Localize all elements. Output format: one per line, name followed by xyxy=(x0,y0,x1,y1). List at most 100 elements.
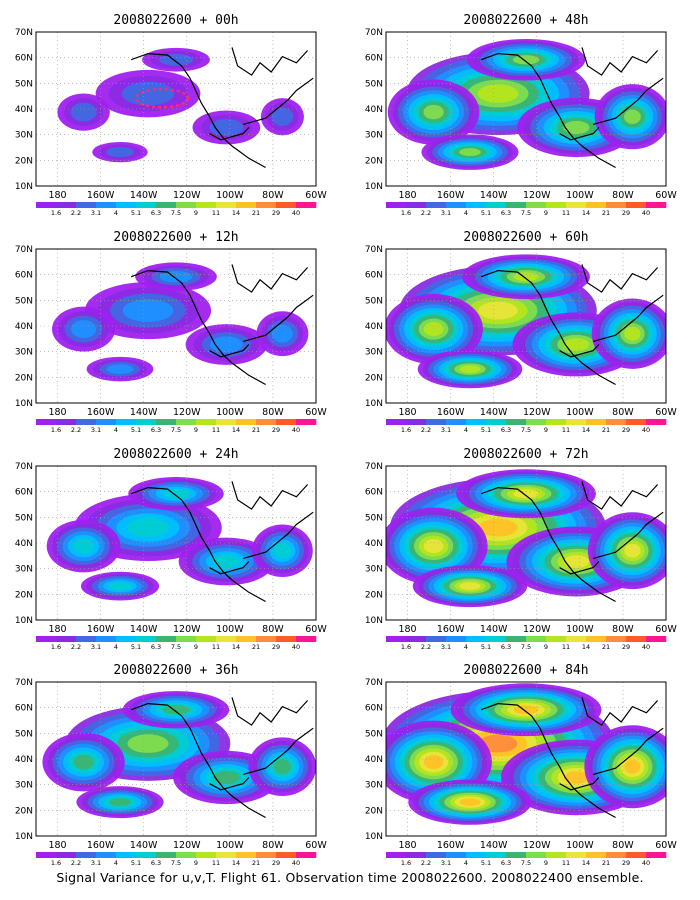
colorbar-label: 40 xyxy=(642,426,650,434)
x-tick-label: 120W xyxy=(173,624,201,635)
colorbar-swatch xyxy=(156,419,177,425)
x-tick-label: 100W xyxy=(216,624,244,635)
colorbar-swatch xyxy=(546,636,567,642)
colorbar-label: 40 xyxy=(292,859,300,867)
colorbar-label: 9 xyxy=(194,643,198,651)
colorbar-swatch xyxy=(486,419,507,425)
y-tick-label: 70N xyxy=(365,462,383,472)
colorbar-swatch xyxy=(466,202,487,208)
colorbar-swatch xyxy=(36,419,57,425)
colorbar-label: 3.1 xyxy=(441,209,451,217)
colorbar-label: 40 xyxy=(292,426,300,434)
coastline xyxy=(130,269,266,386)
colorbar-swatch xyxy=(116,852,137,858)
coastline xyxy=(130,52,266,169)
x-tick-label: 100W xyxy=(216,407,244,418)
x-tick-label: 80W xyxy=(612,624,634,635)
y-tick-label: 20N xyxy=(15,156,33,166)
colorbar-swatch xyxy=(546,419,567,425)
x-tick-label: 120W xyxy=(173,190,201,201)
y-tick-label: 50N xyxy=(15,513,33,523)
coastline xyxy=(559,127,600,141)
colorbar-label: 14 xyxy=(582,859,590,867)
colorbar-label: 14 xyxy=(582,209,590,217)
colorbar-label: 5.1 xyxy=(131,859,141,867)
y-tick-label: 40N xyxy=(15,755,33,765)
colorbar-swatch xyxy=(276,202,297,208)
colorbar-label: 1.6 xyxy=(51,643,61,651)
coastline xyxy=(559,561,600,575)
panel-title: 2008022600 + 60h xyxy=(463,230,588,245)
colorbar-swatch xyxy=(96,852,117,858)
y-tick-label: 40N xyxy=(15,105,33,115)
colorbar-swatch xyxy=(116,202,137,208)
coastline xyxy=(231,481,309,510)
colorbar-label: 2.2 xyxy=(71,859,81,867)
coastline xyxy=(480,269,616,386)
y-tick-label: 60N xyxy=(15,271,33,281)
colorbar-swatch xyxy=(486,852,507,858)
colorbar-swatch xyxy=(526,852,547,858)
x-tick-label: 140W xyxy=(480,190,508,201)
x-tick-label: 160W xyxy=(87,190,115,201)
colorbar-label: 29 xyxy=(622,209,630,217)
colorbar-label: 1.6 xyxy=(51,426,61,434)
variance-field xyxy=(36,682,316,836)
colorbar-label: 4 xyxy=(464,643,468,651)
colorbar-label: 9 xyxy=(194,426,198,434)
coastline xyxy=(231,697,309,726)
colorbar-swatch xyxy=(486,202,507,208)
colorbar-label: 6.3 xyxy=(151,209,161,217)
colorbar-swatch xyxy=(216,852,237,858)
colorbar-swatch xyxy=(566,852,587,858)
colorbar-swatch xyxy=(546,852,567,858)
colorbar-swatch xyxy=(216,202,237,208)
y-tick-label: 50N xyxy=(365,296,383,306)
colorbar-label: 7.5 xyxy=(521,643,531,651)
colorbar-swatch xyxy=(446,852,467,858)
colorbar-swatch xyxy=(96,202,117,208)
x-tick-label: 160W xyxy=(437,407,465,418)
colorbar-swatch xyxy=(236,852,257,858)
colorbar-label: 29 xyxy=(622,643,630,651)
colorbar-swatch xyxy=(136,202,157,208)
colorbar-swatch xyxy=(626,636,647,642)
x-tick-label: 180 xyxy=(398,840,416,851)
x-tick-label: 60W xyxy=(305,840,327,851)
forecast-panel: 2008022600 + 60h 10N 20N 30N 40N 50N 60N 70N 180… xyxy=(365,230,678,434)
colorbar-label: 6.3 xyxy=(501,426,511,434)
x-tick-label: 60W xyxy=(655,407,677,418)
colorbar-swatch xyxy=(446,202,467,208)
colorbar-swatch xyxy=(136,419,157,425)
colorbar-swatch xyxy=(296,636,317,642)
coastline xyxy=(480,702,616,819)
colorbar-label: 3.1 xyxy=(441,643,451,651)
y-tick-label: 30N xyxy=(15,348,33,358)
colorbar-swatch xyxy=(526,419,547,425)
panel-title: 2008022600 + 00h xyxy=(113,13,238,28)
colorbar-label: 11 xyxy=(562,209,570,217)
colorbar-label: 7.5 xyxy=(521,426,531,434)
colorbar-label: 14 xyxy=(232,643,240,651)
y-tick-label: 30N xyxy=(365,131,383,141)
y-tick-label: 30N xyxy=(15,781,33,791)
colorbar-swatch xyxy=(406,852,427,858)
colorbar-label: 1.6 xyxy=(401,426,411,434)
variance-field xyxy=(386,249,666,403)
x-tick-label: 100W xyxy=(566,407,594,418)
colorbar-label: 5.1 xyxy=(131,209,141,217)
y-tick-label: 30N xyxy=(365,565,383,575)
coastline xyxy=(480,52,616,169)
coastline xyxy=(593,511,664,559)
colorbar-label: 2.2 xyxy=(71,643,81,651)
x-tick-label: 180 xyxy=(398,190,416,201)
colorbar-label: 40 xyxy=(642,643,650,651)
colorbar-label: 14 xyxy=(232,426,240,434)
colorbar-swatch xyxy=(216,636,237,642)
colorbar-swatch xyxy=(76,202,97,208)
colorbar-label: 5.1 xyxy=(481,643,491,651)
y-tick-label: 60N xyxy=(15,704,33,714)
y-tick-label: 50N xyxy=(365,513,383,523)
colorbar-label: 9 xyxy=(544,643,548,651)
y-tick-label: 30N xyxy=(15,131,33,141)
